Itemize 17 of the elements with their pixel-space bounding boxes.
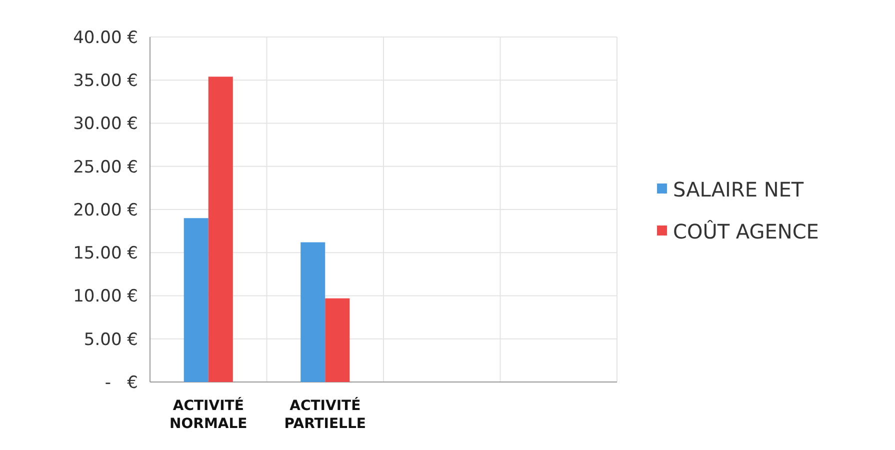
y-tick-label: 40.00 € <box>73 28 138 48</box>
y-tick-label: 10.00 € <box>73 286 138 307</box>
y-tick-label: 30.00 € <box>73 114 138 134</box>
x-tick-label: ACTIVITÉ PARTIELLE <box>284 397 366 432</box>
bar <box>300 242 326 382</box>
y-tick-label: - € <box>104 372 138 393</box>
y-tick-label: 20.00 € <box>73 200 138 220</box>
y-tick-label: 15.00 € <box>73 244 138 264</box>
legend-label: COÛT AGENCE <box>673 220 819 244</box>
y-tick-label: 35.00 € <box>73 71 138 92</box>
bar <box>184 218 208 382</box>
bar <box>208 76 233 382</box>
bar <box>325 298 350 382</box>
x-tick-label: ACTIVITÉ NORMALE <box>170 397 248 432</box>
y-tick-label: 5.00 € <box>84 330 138 350</box>
y-tick-label: 25.00 € <box>73 157 138 178</box>
legend-label: SALAIRE NET <box>673 178 804 202</box>
